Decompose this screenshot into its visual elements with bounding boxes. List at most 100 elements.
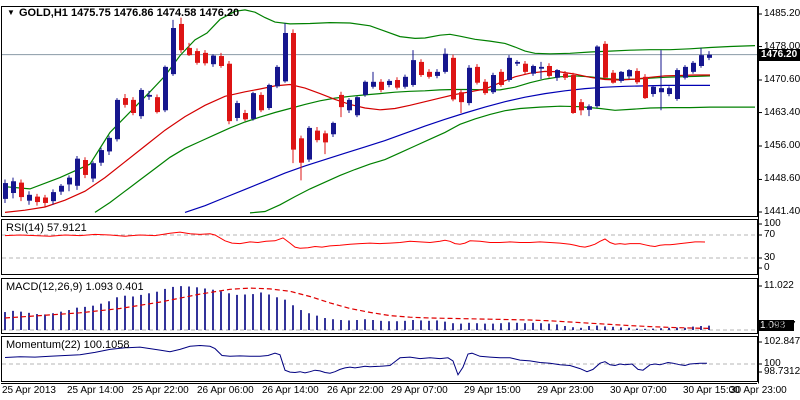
candle-bear [187, 47, 192, 56]
candle-bull [275, 66, 280, 87]
main-chart-panel [2, 9, 757, 214]
candle-bull [91, 163, 96, 179]
rsi-tick-label: 100 [764, 218, 781, 229]
candle-bull [355, 97, 360, 116]
ma-green-line [94, 75, 711, 213]
candle-bear [451, 57, 456, 100]
price-tick-label: 1448.60 [764, 173, 800, 184]
candle-bear [323, 133, 328, 143]
candle-bear [243, 112, 248, 120]
momentum-line [4, 344, 707, 376]
current-price-badge: 1476.20 [758, 49, 800, 61]
time-axis-label: 29 Apr 07:00 [391, 385, 448, 396]
rsi-line [4, 231, 706, 249]
candle-bull [107, 137, 112, 152]
macd-indicator-label: MACD(12,26,9) 1.093 0.401 [6, 281, 144, 293]
candle-bear [635, 70, 640, 83]
candle-bull [267, 84, 272, 109]
time-axis-label: 26 Apr 14:00 [262, 385, 319, 396]
rsi-tick-label: 30 [764, 252, 776, 263]
time-axis-label: 25 Apr 14:00 [67, 385, 124, 396]
candle-bull [619, 71, 624, 81]
momentum-tick-label: 98.7312 [764, 366, 800, 377]
ma-blue-line [184, 84, 710, 213]
candle-bull [651, 86, 656, 95]
candle-bull [67, 177, 72, 185]
macd-panel-border [1, 278, 758, 334]
candle-bear [259, 94, 264, 111]
candle-bear [643, 76, 648, 99]
candle-bear [19, 182, 24, 198]
candle-bear [43, 197, 48, 203]
candle-bull [587, 106, 592, 110]
candle-bull [163, 66, 168, 111]
candle-bull [171, 28, 176, 75]
candle-bear [611, 72, 616, 83]
candle-bull [491, 75, 496, 93]
candle-bear [339, 94, 344, 108]
rsi-panel [2, 231, 757, 259]
time-axis-label: 26 Apr 22:00 [327, 385, 384, 396]
candle-bull [411, 60, 416, 85]
macd-tick-label: 11.022 [764, 280, 794, 291]
candle-bull [139, 89, 144, 117]
candle-bear [547, 65, 552, 76]
candle-bull [307, 127, 312, 160]
candle-bear [427, 71, 432, 77]
candle-bear [395, 79, 400, 88]
candle-bull [75, 158, 80, 186]
candle-bear [131, 99, 136, 113]
price-tick-label: 1478.00 [764, 41, 800, 52]
momentum-panel-border [1, 336, 758, 382]
rsi-indicator-label: RSI(14) 57.9121 [6, 222, 87, 234]
candle-bull [331, 122, 336, 135]
ma-red-line [4, 70, 710, 213]
rsi-tick-label: 70 [764, 229, 776, 240]
candle-bull [235, 103, 240, 118]
candle-bear [155, 97, 160, 113]
candle-bull [707, 54, 712, 58]
candle-bull [691, 62, 696, 72]
candle-bear [571, 75, 576, 113]
candle-bear [291, 32, 296, 150]
chart-title-ohlc: GOLD,H1 1475.75 1476.86 1474.58 1476.20 [19, 7, 240, 19]
bollinger-lower-line [249, 105, 755, 214]
candle-bull [11, 181, 16, 194]
time-axis-label: 30 Apr 23:00 [730, 385, 787, 396]
macd-signal-line [4, 287, 710, 329]
collapse-arrow-icon[interactable]: ▼ [7, 8, 15, 17]
candle-bull [51, 192, 56, 202]
candle-bear [315, 130, 320, 141]
candle-bull [667, 88, 672, 95]
macd-axis-bottom-label: 0.0667 [765, 320, 796, 331]
candle-bear [195, 51, 200, 63]
candle-bull [683, 66, 688, 78]
candle-bear [179, 23, 184, 51]
macd-current-value-badge: 1.093 [758, 320, 794, 331]
candle-bear [379, 81, 384, 90]
candle-bull [595, 46, 600, 107]
candle-bull [147, 94, 152, 97]
candle-bull [443, 53, 448, 72]
time-axis-label: 30 Apr 15:00 [683, 385, 740, 396]
rsi-panel-border [1, 219, 758, 275]
candle-bull [555, 70, 560, 78]
candle-bull [27, 194, 32, 201]
candle-bull [115, 99, 120, 140]
candle-bull [467, 67, 472, 104]
candle-bear [523, 63, 528, 72]
candle-bull [283, 32, 288, 82]
price-tick-label: 1441.40 [764, 206, 800, 217]
candle-bear [499, 71, 504, 85]
candle-bull [347, 99, 352, 111]
macd-panel [2, 286, 757, 331]
price-tick-label: 1463.40 [764, 107, 800, 118]
candle-bear [83, 160, 88, 175]
price-tick-label: 1456.00 [764, 140, 800, 151]
candle-bear [563, 73, 568, 78]
momentum-indicator-label: Momentum(22) 100.1058 [6, 339, 130, 351]
candle-bear [35, 196, 40, 203]
